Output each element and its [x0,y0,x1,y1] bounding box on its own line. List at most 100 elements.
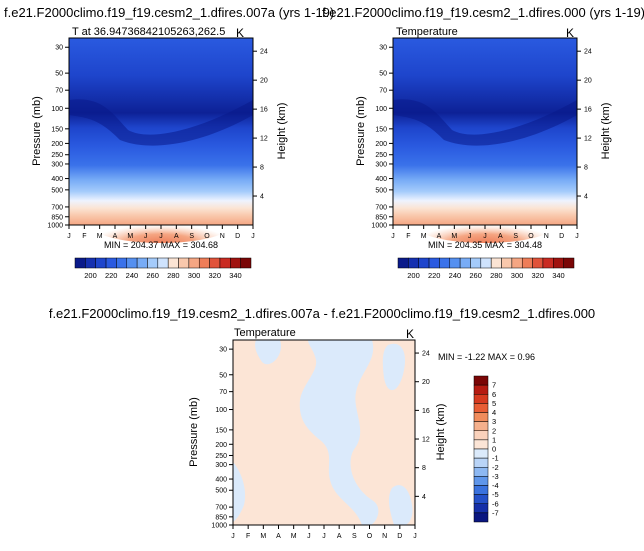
panel-2-colorbar: 200 220 240 260 280 300 320 340 [397,257,575,280]
y-tick-label: 70 [379,88,387,95]
y-tick-label: 100 [51,106,63,113]
colorbar-swatch [157,257,169,269]
y-tick-label: 850 [51,214,63,221]
y-tick-label: 50 [219,372,227,379]
panel-1-plot [68,37,254,243]
y-tick-label: 1000 [211,523,227,530]
x-tick-label: D [235,233,240,240]
colorbar-swatch [85,257,96,269]
y-tick-label: 50 [379,71,387,78]
colorbar-label: -1 [492,454,499,463]
y2-tick-label: 20 [260,78,268,85]
colorbar-label: 5 [492,399,496,408]
panel-3-y2label: Height (km) [435,404,447,461]
x-tick-label: J [483,233,487,240]
colorbar-swatch [408,257,419,269]
panel-3-plot [232,339,416,526]
x-tick-label: A [337,533,342,540]
y-tick-label: 300 [51,161,63,168]
colorbar-swatch [563,257,575,269]
x-tick-label: J [251,233,255,240]
y-tick-label: 400 [51,176,63,183]
panel-3-neg-region-right [382,343,406,391]
panel-1-ylabel: Pressure (mb) [31,96,43,166]
colorbar-label: 240 [126,271,139,280]
y-tick-label: 850 [375,214,387,221]
x-tick-label: F [82,233,86,240]
colorbar-swatch [532,257,544,269]
x-tick-label: M [451,233,457,240]
colorbar-swatch [473,476,489,486]
colorbar-swatch [473,448,489,459]
colorbar-label: -2 [492,463,499,472]
x-tick-label: F [406,233,410,240]
x-tick-label: M [291,533,297,540]
colorbar-swatch [473,394,489,404]
panel-3-title: f.e21.F2000climo.f19_f19.cesm2_1.dfires.… [49,306,595,321]
x-tick-label: M [127,233,133,240]
y-tick-label: 500 [215,488,227,495]
colorbar-swatch [480,257,492,269]
panel-2-ylabel: Pressure (mb) [355,96,367,166]
y-tick-label: 200 [51,141,63,148]
colorbar-swatch [74,257,86,269]
y-tick-label: 50 [55,71,63,78]
colorbar-swatch [240,257,252,269]
y-tick-label: 300 [375,161,387,168]
x-tick-label: O [204,233,210,240]
colorbar-swatch [473,430,489,441]
y-tick-label: 1000 [371,223,387,230]
colorbar-swatch [473,412,489,422]
y-tick-label: 100 [215,407,227,414]
colorbar-swatch [473,457,489,468]
x-tick-label: J [67,233,71,240]
panel-3-subtitle-right: K [406,327,414,341]
y-tick-label: 150 [215,427,227,434]
colorbar-swatch [511,257,523,269]
x-tick-label: J [413,533,417,540]
y-tick-label: 200 [215,442,227,449]
panel-1-y2-ticks: 24 20 16 12 8 4 [253,49,268,201]
y-tick-label: 700 [215,505,227,512]
panel-3: f.e21.F2000climo.f19_f19.cesm2_1.dfires.… [49,306,595,540]
x-tick-label: M [260,533,266,540]
y-tick-label: 300 [215,462,227,469]
y2-tick-label: 4 [584,194,588,201]
colorbar-label: -5 [492,490,499,499]
x-tick-label: D [559,233,564,240]
panel-1-trop-dip [69,99,253,146]
colorbar-label: 280 [167,271,180,280]
panel-1-y2label: Height (km) [276,103,288,160]
colorbar-swatch [105,257,117,269]
x-tick-label: J [159,233,163,240]
y2-tick-label: 20 [422,379,430,386]
panel-3-neg-region-main [299,340,379,525]
y2-tick-label: 24 [584,49,592,56]
colorbar-label: 220 [105,271,118,280]
x-tick-label: A [437,233,442,240]
colorbar-label: 260 [469,271,482,280]
x-tick-label: F [246,533,250,540]
colorbar-swatch [209,257,221,269]
panel-2: f.e21.F2000climo.f19_f19.cesm2_1.dfires.… [322,5,644,280]
y2-tick-label: 12 [260,136,268,143]
colorbar-label: 340 [552,271,565,280]
x-tick-label: N [544,233,549,240]
x-tick-label: S [513,233,518,240]
panel-2-y-ticks: 30 50 70 100 150 200 250 300 400 500 700 850 1000 [371,45,393,230]
colorbar-label: 240 [449,271,462,280]
colorbar-swatch [418,257,430,269]
x-tick-label: A [113,233,118,240]
y-tick-label: 1000 [47,223,63,230]
y2-tick-label: 8 [584,165,588,172]
y-tick-label: 30 [379,45,387,52]
x-tick-label: J [575,233,579,240]
colorbar-label: -6 [492,499,499,508]
colorbar-label: 320 [532,271,545,280]
colorbar-swatch [397,257,409,269]
x-tick-label: D [397,533,402,540]
y2-tick-label: 20 [584,78,592,85]
panel-2-y2-ticks: 24 20 16 12 8 4 [577,49,592,201]
panel-2-trop-dip [393,99,577,146]
